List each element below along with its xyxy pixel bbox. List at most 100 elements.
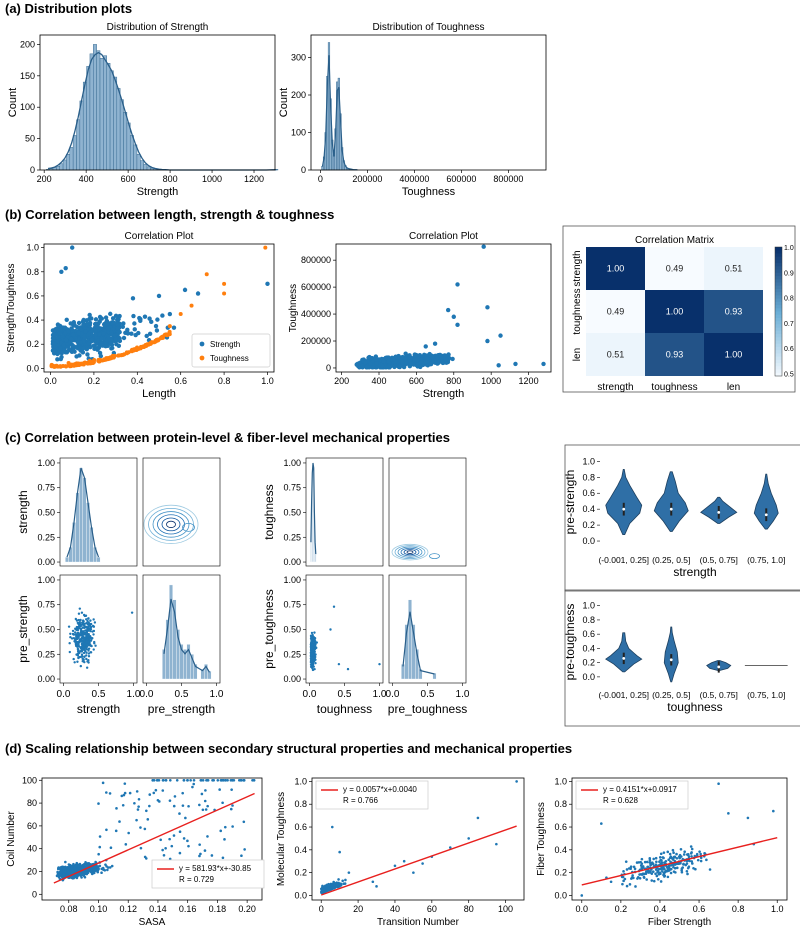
scatter-point [230, 778, 234, 782]
d3-xtick-label: 0.0 [576, 904, 589, 914]
strength-point [105, 326, 111, 331]
a2-ytick-label: 0 [301, 165, 306, 175]
pair-scatter-point [87, 633, 90, 637]
pair-scatter-point [91, 630, 94, 633]
scatter-point [68, 864, 71, 867]
strength-point [95, 347, 100, 352]
scatter-point [628, 883, 632, 886]
scatter-point [432, 341, 438, 346]
b2-ytick-label: 200000 [301, 336, 331, 346]
scatter-point [354, 362, 359, 367]
pair-scatter-point [85, 622, 88, 625]
histogram-bar [146, 166, 151, 171]
scatter-point [187, 844, 190, 848]
pair-xtick-label: 0.0 [57, 689, 71, 700]
d1-xtick-label: 0.08 [60, 904, 78, 914]
scatter-point [644, 872, 648, 876]
strength-point [112, 333, 118, 338]
scatter-point [609, 880, 613, 884]
pair-scatter-point [85, 654, 88, 657]
strength-point [57, 331, 63, 336]
pair-scatter-point [81, 648, 84, 651]
scatter-point [173, 795, 177, 798]
b2-xtick-label: 600 [409, 376, 424, 386]
pair-xlabel-right: pre_strength [148, 702, 215, 716]
pair-scatter-point [85, 657, 88, 661]
colorbar-segment [775, 350, 782, 354]
a2-xtick-label: 0 [318, 174, 323, 184]
toughness-point [63, 364, 68, 369]
kde-contour [400, 547, 420, 557]
scatter-point [80, 864, 83, 867]
d2-xtick-label: 80 [464, 904, 474, 914]
strength-point [121, 335, 127, 341]
scatter-point [218, 788, 221, 791]
violin-xtick-label: (-0.001, 0.25] [598, 690, 649, 700]
scatter-point [110, 864, 114, 868]
scatter-point [231, 804, 234, 807]
strength-point [97, 332, 102, 337]
scatter-point [137, 797, 141, 801]
scatter-point [105, 865, 108, 868]
legend-r-label: R = 0.766 [343, 796, 378, 805]
histogram-bar [136, 154, 141, 171]
scatter-point [656, 877, 660, 881]
histogram-bar [129, 135, 134, 171]
pair-hist-bar [79, 467, 83, 563]
histogram-bar [96, 50, 101, 171]
strength-point [110, 316, 116, 321]
a2-ytick-label: 200 [291, 90, 306, 100]
scatter-point [640, 865, 644, 869]
pair-ytick-label: 1.00 [283, 575, 301, 585]
a1-xlabel: Strength [137, 186, 179, 198]
scatter-point [189, 778, 192, 782]
colorbar-segment [775, 356, 782, 361]
scatter-point [498, 333, 503, 338]
colorbar-segment [775, 330, 782, 335]
scatter-point [682, 853, 686, 856]
strength-point [149, 319, 154, 325]
b1-ytick-label: 0.4 [26, 315, 39, 325]
fit-line [53, 792, 255, 884]
pair-scatter-point [311, 643, 314, 647]
scatter-point [330, 825, 334, 829]
pair-kde-line [310, 462, 317, 555]
toughness-point [147, 341, 152, 346]
a1-xtick-label: 200 [37, 174, 52, 184]
pair-scatter-point [313, 667, 316, 671]
scatter-point [668, 856, 672, 860]
violin-ytick-label: 0.8 [582, 472, 595, 482]
scatter-point [103, 868, 107, 872]
a2-ylabel: Count [278, 88, 290, 117]
heatmap-cell [704, 290, 763, 333]
scatter-point [660, 858, 663, 862]
histogram-bar [82, 81, 87, 171]
b1-xtick-label: 0.4 [131, 376, 144, 386]
b3-title: Correlation Matrix [635, 235, 714, 246]
pair-scatter-point [84, 625, 87, 628]
histogram-bar [69, 147, 74, 171]
scatter-point [649, 861, 653, 865]
scatter-point [332, 886, 336, 890]
scatter-point [690, 851, 693, 854]
scatter-point [485, 338, 490, 344]
strength-point [55, 351, 60, 357]
scatter-point [74, 864, 78, 868]
pair-scatter-point [329, 628, 332, 631]
pair-scatter-point [78, 607, 82, 610]
strength-point [167, 311, 173, 317]
fit-line [320, 825, 517, 896]
scatter-point [136, 808, 140, 811]
scatter-point [699, 852, 702, 856]
strength-point [52, 332, 57, 337]
scatter-point [685, 853, 689, 856]
scatter-point [128, 791, 132, 795]
pair-scatter-point [76, 660, 79, 663]
b1-ytick-label: 0.0 [26, 363, 39, 373]
a1-xtick-label: 1200 [244, 174, 264, 184]
scatter-point [333, 883, 336, 887]
scatter-point [630, 877, 633, 880]
pair-scatter-point [79, 664, 83, 668]
scatter-point [652, 870, 655, 873]
